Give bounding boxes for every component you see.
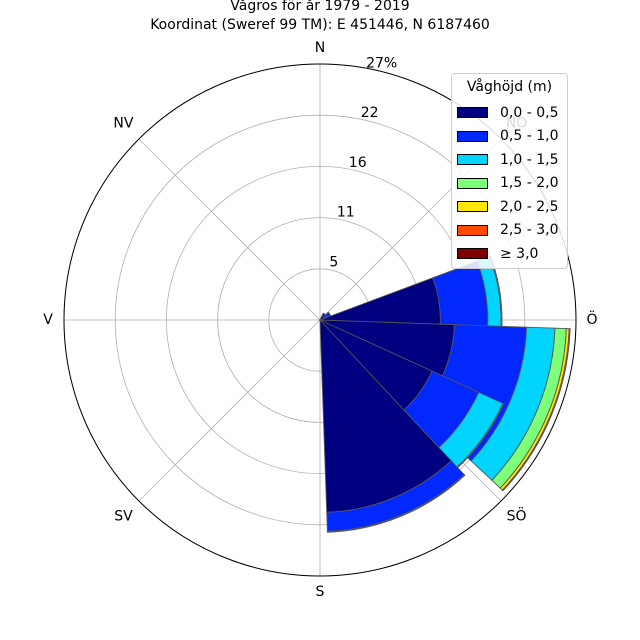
legend-entry: 2,0 - 2,5: [452, 195, 567, 219]
legend-swatch: [457, 248, 488, 260]
direction-label-SV: SV: [114, 509, 133, 525]
legend-entry: 1,5 - 2,0: [452, 172, 567, 196]
legend-swatch: [457, 154, 488, 166]
legend-label: 1,5 - 2,0: [500, 175, 559, 192]
radial-tick-label: 16: [349, 155, 367, 171]
radial-tick-label: 11: [337, 205, 355, 221]
legend-entry: 0,5 - 1,0: [452, 125, 567, 149]
legend-label: ≥ 3,0: [500, 245, 539, 262]
legend-label: 0,0 - 0,5: [500, 104, 559, 121]
legend-entry: 0,0 - 0,5: [452, 101, 567, 125]
legend-label: 2,5 - 3,0: [500, 222, 559, 239]
legend-swatch: [457, 107, 488, 119]
legend-entry: 2,5 - 3,0: [452, 219, 567, 243]
legend-entry: 1,0 - 1,5: [452, 148, 567, 172]
legend-label: 1,0 - 1,5: [500, 151, 559, 168]
rose-bar-45-bin-2: [321, 312, 328, 319]
radial-tick-label: 22: [361, 105, 379, 121]
grid-spoke: [138, 138, 321, 321]
legend-swatch: [457, 224, 488, 236]
legend-swatch: [457, 201, 488, 213]
radial-tick-label: 5: [329, 254, 338, 270]
rose-bar-112.5-bin-6: [501, 328, 571, 492]
legend: Våghöjd (m) 0,0 - 0,5 0,5 - 1,0 1,0 - 1,5 1…: [451, 73, 568, 269]
legend-swatch: [457, 130, 488, 142]
direction-label-NV: NV: [113, 115, 133, 131]
radial-tick-label: 27%: [366, 55, 397, 71]
chart-title: Vågros för år 1979 - 2019 Koordinat (Swe…: [0, 0, 640, 35]
direction-label-SÖ: SÖ: [507, 507, 527, 525]
grid-spoke: [138, 319, 321, 502]
title-line-2: Koordinat (Sweref 99 TM): E 451446, N 61…: [150, 17, 490, 33]
legend-label: 0,5 - 1,0: [500, 128, 559, 145]
title-line-1: Vågros för år 1979 - 2019: [230, 0, 410, 14]
direction-label-N: N: [315, 40, 325, 56]
rose-bar-157.5-bin-3: [326, 473, 466, 533]
legend-title: Våghöjd (m): [466, 79, 553, 95]
direction-label-V: V: [43, 312, 53, 328]
polar-frame: [63, 63, 577, 577]
rose-bars: [318, 255, 571, 533]
legend-label: 2,0 - 2,5: [500, 198, 559, 215]
direction-label-Ö: Ö: [586, 310, 597, 328]
legend-entry: ≥ 3,0: [452, 242, 567, 266]
direction-label-S: S: [316, 584, 325, 600]
legend-swatch: [457, 177, 488, 189]
